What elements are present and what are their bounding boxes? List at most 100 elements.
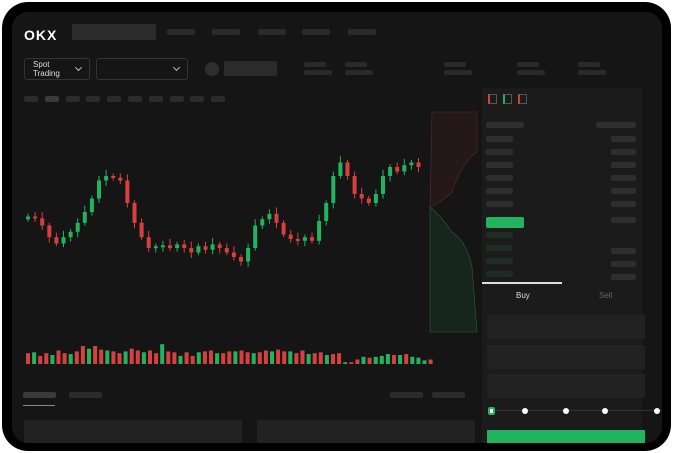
orderbook-asks-icon[interactable] <box>518 94 527 104</box>
volume-bar <box>367 357 372 364</box>
candle <box>61 237 66 244</box>
candle <box>168 245 172 248</box>
nav-item[interactable] <box>348 29 376 35</box>
timeframe-button[interactable] <box>107 96 122 102</box>
candle <box>146 237 151 248</box>
slider-step[interactable] <box>654 408 660 414</box>
candle <box>160 245 165 248</box>
candle <box>182 244 187 248</box>
candle <box>217 244 222 248</box>
slider-step[interactable] <box>522 408 528 414</box>
volume-bar <box>337 353 342 364</box>
volume-bar <box>93 346 98 364</box>
sell-tab[interactable]: Sell <box>599 291 613 300</box>
price-chart[interactable] <box>12 92 482 372</box>
bid-size <box>611 248 636 254</box>
volume-bar <box>135 350 140 364</box>
nav-item[interactable] <box>212 29 240 35</box>
slider-step[interactable] <box>602 408 608 414</box>
buy-button[interactable] <box>487 430 645 443</box>
orderbook-bids-icon[interactable] <box>503 94 512 104</box>
timeframe-button[interactable] <box>190 96 205 102</box>
volume-bar <box>38 355 43 364</box>
spot-trading-dropdown[interactable]: Spot Trading <box>24 58 90 80</box>
ask-depth-area <box>429 111 478 208</box>
volume-bar <box>148 350 152 364</box>
timeframe-button[interactable] <box>86 96 101 102</box>
volume-bar <box>160 344 165 364</box>
volume-bar <box>398 355 403 364</box>
volume-bar <box>178 355 183 364</box>
ask-price <box>486 201 513 207</box>
stat-label <box>304 62 326 67</box>
candle <box>153 246 158 249</box>
ask-size <box>611 149 636 155</box>
slider-handle[interactable] <box>488 407 495 415</box>
slider-step[interactable] <box>563 408 569 414</box>
candle <box>267 213 272 220</box>
tab-orders[interactable] <box>23 392 56 398</box>
percent-slider-track[interactable] <box>492 410 662 411</box>
volume-bar <box>288 351 293 364</box>
pair-dropdown[interactable] <box>96 58 188 80</box>
candle <box>253 225 258 248</box>
volume-bar <box>227 351 232 364</box>
volume-bar <box>251 353 256 364</box>
candle <box>246 248 251 262</box>
last-price <box>486 217 524 228</box>
ask-size <box>611 188 636 194</box>
filter-button[interactable] <box>390 392 423 398</box>
okx-logo: OKX <box>24 27 58 43</box>
stat-value <box>444 70 472 75</box>
total-input[interactable] <box>487 374 645 398</box>
ask-price <box>486 136 513 142</box>
candle <box>139 222 144 238</box>
candle <box>189 248 194 253</box>
ask-size <box>611 201 636 207</box>
price-input[interactable] <box>487 315 645 339</box>
candle <box>111 176 116 178</box>
nav-item[interactable] <box>258 29 286 35</box>
volume-bar <box>32 352 37 364</box>
timeframe-button[interactable] <box>44 96 59 102</box>
orderbook-both-icon[interactable] <box>488 94 497 104</box>
volume-bar <box>270 351 274 364</box>
stat-label <box>444 62 466 67</box>
timeframe-button[interactable] <box>128 96 142 102</box>
candle <box>75 222 80 232</box>
candle <box>402 165 407 172</box>
bid-price <box>486 271 513 277</box>
volume-bar <box>172 352 177 364</box>
timeframe-button[interactable] <box>169 96 184 102</box>
nav-item[interactable] <box>167 29 195 35</box>
timeframe-button[interactable] <box>211 96 226 102</box>
nav-item[interactable] <box>302 29 330 35</box>
candle <box>231 252 236 257</box>
candle <box>33 216 38 219</box>
candle <box>352 176 357 194</box>
volume-bar <box>349 362 354 364</box>
timeframe-button[interactable] <box>24 96 38 102</box>
ask-size <box>611 162 636 168</box>
volume-bar <box>129 348 134 364</box>
candle <box>196 246 201 253</box>
buy-tab[interactable]: Buy <box>516 291 530 300</box>
timeframe-button[interactable] <box>65 96 80 102</box>
volume-bar <box>117 353 122 364</box>
candle <box>89 198 94 212</box>
ask-price <box>486 149 513 155</box>
volume-bar <box>221 353 226 364</box>
search-bar[interactable] <box>72 24 156 40</box>
volume-bar <box>87 348 91 364</box>
stat-value <box>578 70 606 75</box>
candle <box>40 218 45 226</box>
candle <box>97 180 101 199</box>
volume-bar <box>233 351 238 364</box>
volume-bar <box>56 350 61 364</box>
volume-bar <box>74 351 79 364</box>
timeframe-button[interactable] <box>148 96 163 102</box>
filter-button[interactable] <box>432 392 465 398</box>
tab-history[interactable] <box>69 392 102 398</box>
amount-input[interactable] <box>487 345 645 369</box>
